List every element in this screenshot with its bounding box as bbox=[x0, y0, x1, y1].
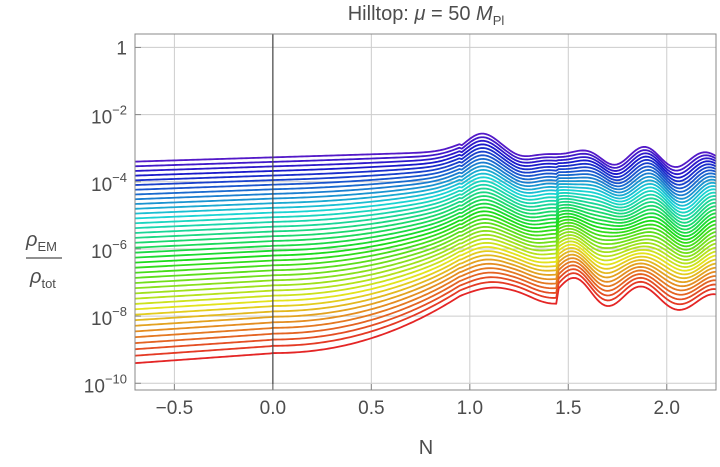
series-line bbox=[134, 195, 717, 244]
tick-layer: −0.5 0.0 0.5 1.0 1.5 2.0110−210−410−610−810−1… bbox=[84, 38, 680, 419]
series-line bbox=[134, 161, 717, 201]
chart-title-eq: = 50 bbox=[425, 3, 476, 25]
series-line bbox=[134, 264, 717, 344]
y-axis-title: ρEM ρtot bbox=[25, 229, 62, 291]
y-num-rho: ρ bbox=[25, 229, 37, 251]
x-tick-label: 0.0 bbox=[260, 398, 286, 419]
x-tick-label: 2.0 bbox=[654, 398, 680, 419]
y-tick-exponent: −2 bbox=[112, 103, 127, 118]
chart-title-unit-sub: Pl bbox=[493, 13, 505, 28]
y-tick-exponent: −10 bbox=[105, 371, 127, 386]
series-line bbox=[134, 210, 717, 264]
series-line bbox=[134, 206, 717, 259]
y-axis-title-denominator: ρtot bbox=[29, 266, 56, 291]
series-line bbox=[134, 147, 717, 183]
series-line bbox=[134, 229, 717, 290]
series-line bbox=[134, 272, 717, 357]
series-line bbox=[134, 132, 717, 168]
frame-layer bbox=[134, 33, 717, 391]
series-line bbox=[134, 222, 717, 279]
chart-title: Hilltop: μ = 50 MPl bbox=[348, 3, 505, 28]
x-tick-label: 0.5 bbox=[358, 398, 384, 419]
plot-frame bbox=[134, 33, 717, 391]
series-line bbox=[134, 276, 717, 365]
y-tick-exponent: −4 bbox=[112, 170, 127, 185]
series-line bbox=[134, 202, 717, 254]
y-tick-base: 10 bbox=[84, 376, 105, 397]
series-line bbox=[134, 218, 717, 274]
series-line bbox=[134, 191, 717, 239]
series-line bbox=[134, 268, 717, 351]
series-line bbox=[134, 136, 717, 172]
series-line bbox=[134, 143, 717, 179]
series-line bbox=[134, 240, 717, 305]
series-line bbox=[134, 154, 717, 191]
series-line bbox=[134, 250, 717, 322]
y-num-sub: EM bbox=[37, 239, 57, 254]
curve-layer bbox=[134, 132, 717, 365]
series-line bbox=[134, 183, 717, 229]
x-tick-label: 1.5 bbox=[555, 398, 581, 419]
series-line bbox=[134, 187, 717, 234]
y-tick-exponent: −8 bbox=[112, 304, 127, 319]
y-tick-label: 1 bbox=[116, 38, 127, 59]
series-line bbox=[134, 233, 717, 295]
series-line bbox=[134, 237, 717, 300]
series-line bbox=[134, 139, 717, 176]
chart-title-prefix: Hilltop: bbox=[348, 3, 415, 25]
series-line bbox=[134, 225, 717, 284]
y-tick-label: 10−4 bbox=[91, 170, 127, 196]
series-line bbox=[134, 180, 717, 225]
y-tick-base: 10 bbox=[91, 309, 112, 330]
y-den-sub: tot bbox=[41, 276, 56, 291]
y-den-rho: ρ bbox=[29, 266, 41, 288]
y-tick-label: 10−2 bbox=[91, 103, 127, 129]
y-tick-label: 10−8 bbox=[91, 304, 127, 330]
series-line bbox=[134, 243, 717, 311]
y-tick-base: 10 bbox=[91, 242, 112, 263]
series-line bbox=[134, 158, 717, 196]
series-line bbox=[134, 165, 717, 205]
series-line bbox=[134, 247, 717, 316]
series-line bbox=[134, 172, 717, 215]
y-tick-label: 10−6 bbox=[91, 237, 127, 263]
series-line bbox=[134, 198, 717, 249]
y-axis-title-numerator: ρEM bbox=[25, 229, 57, 254]
series-line bbox=[134, 176, 717, 220]
series-line bbox=[134, 150, 717, 186]
chart-title-unit: M bbox=[476, 3, 493, 25]
x-tick-label: −0.5 bbox=[156, 398, 194, 419]
series-line bbox=[134, 253, 717, 327]
y-tick-label: 10−10 bbox=[84, 371, 127, 397]
series-line bbox=[134, 257, 717, 333]
chart-title-mu: μ bbox=[413, 3, 425, 25]
series-line bbox=[134, 169, 717, 210]
series-line bbox=[134, 214, 717, 269]
x-axis-title: N bbox=[419, 437, 433, 459]
y-tick-base: 10 bbox=[91, 175, 112, 196]
y-tick-exponent: −6 bbox=[112, 237, 127, 252]
series-line bbox=[134, 260, 717, 339]
x-tick-label: 1.0 bbox=[457, 398, 483, 419]
y-tick-base: 10 bbox=[91, 108, 112, 129]
